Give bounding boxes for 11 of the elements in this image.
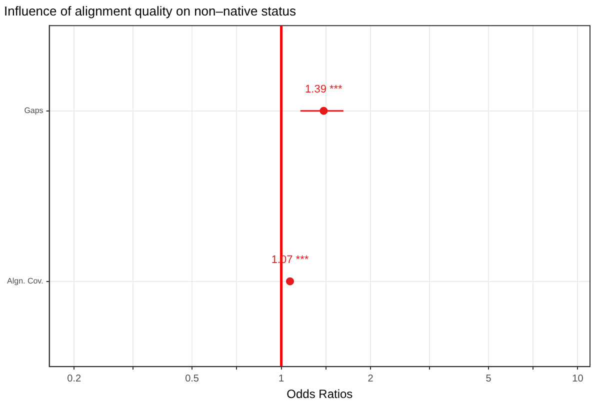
x-tick-label: 0.5	[185, 373, 200, 384]
x-axis-title: Odds Ratios	[286, 387, 353, 402]
y-tick-label: Algn. Cov.	[7, 276, 44, 286]
y-tick-label: Gaps	[24, 106, 44, 116]
x-tick-label: 10	[572, 373, 584, 384]
x-tick-label: 0.2	[67, 373, 82, 384]
x-tick-label: 1	[278, 373, 285, 384]
x-tick-label: 2	[368, 373, 374, 384]
data-label: 1.39 ***	[305, 83, 344, 96]
x-tick-label: 5	[486, 373, 492, 384]
chart-title: Influence of alignment quality on non–native status	[4, 3, 296, 18]
